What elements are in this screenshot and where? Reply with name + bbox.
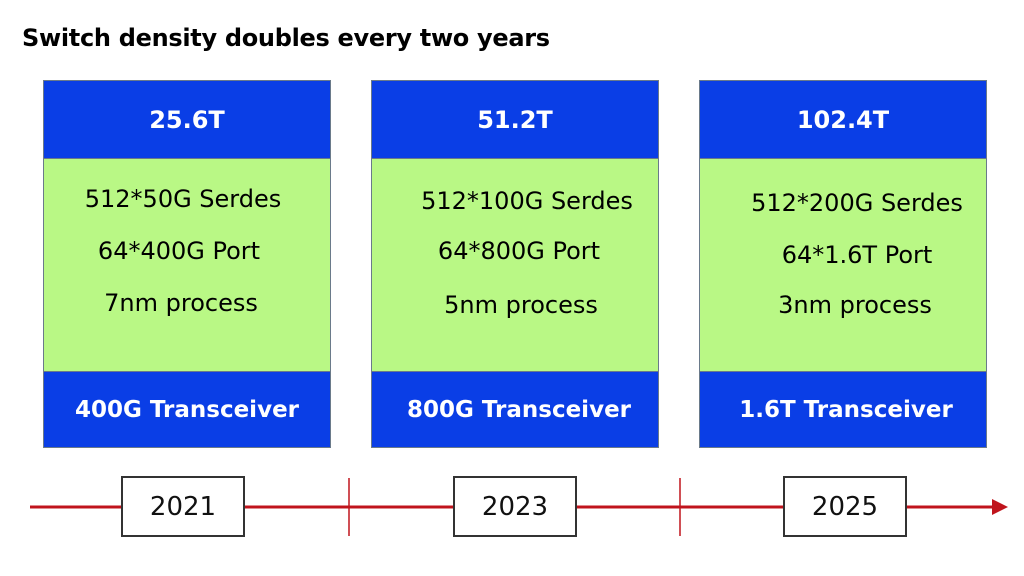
port-spec: 64*400G Port xyxy=(97,237,261,265)
port-spec: 64*1.6T Port xyxy=(781,241,933,269)
switch-capacity-header: 51.2T xyxy=(372,81,658,159)
serdes-spec: 512*200G Serdes xyxy=(751,189,963,217)
switch-capacity-header: 25.6T xyxy=(44,81,330,159)
serdes-spec: 512*100G Serdes xyxy=(421,187,633,215)
specs-panel: 512*100G Serdes 64*800G Port 5nm process xyxy=(372,159,658,371)
process-spec: 5nm process xyxy=(444,291,598,319)
process-spec: 3nm process xyxy=(778,291,932,319)
year-label-2025: 2025 xyxy=(783,476,907,537)
specs-panel: 512*50G Serdes 64*400G Port 7nm process xyxy=(44,159,330,371)
generation-card-2023: 51.2T 512*100G Serdes 64*800G Port 5nm p… xyxy=(371,80,659,448)
year-label-2021: 2021 xyxy=(121,476,245,537)
diagram-title: Switch density doubles every two years xyxy=(22,24,550,52)
process-spec: 7nm process xyxy=(104,289,258,317)
port-spec: 64*800G Port xyxy=(437,237,601,265)
transceiver-footer: 400G Transceiver xyxy=(44,371,330,447)
switch-capacity-header: 102.4T xyxy=(700,81,986,159)
arrow-head-icon xyxy=(992,499,1008,515)
year-label-2023: 2023 xyxy=(453,476,577,537)
specs-panel: 512*200G Serdes 64*1.6T Port 3nm process xyxy=(700,159,986,371)
generation-card-2025: 102.4T 512*200G Serdes 64*1.6T Port 3nm … xyxy=(699,80,987,448)
serdes-spec: 512*50G Serdes xyxy=(84,185,282,213)
generation-card-2021: 25.6T 512*50G Serdes 64*400G Port 7nm pr… xyxy=(43,80,331,448)
transceiver-footer: 1.6T Transceiver xyxy=(700,371,986,447)
transceiver-footer: 800G Transceiver xyxy=(372,371,658,447)
